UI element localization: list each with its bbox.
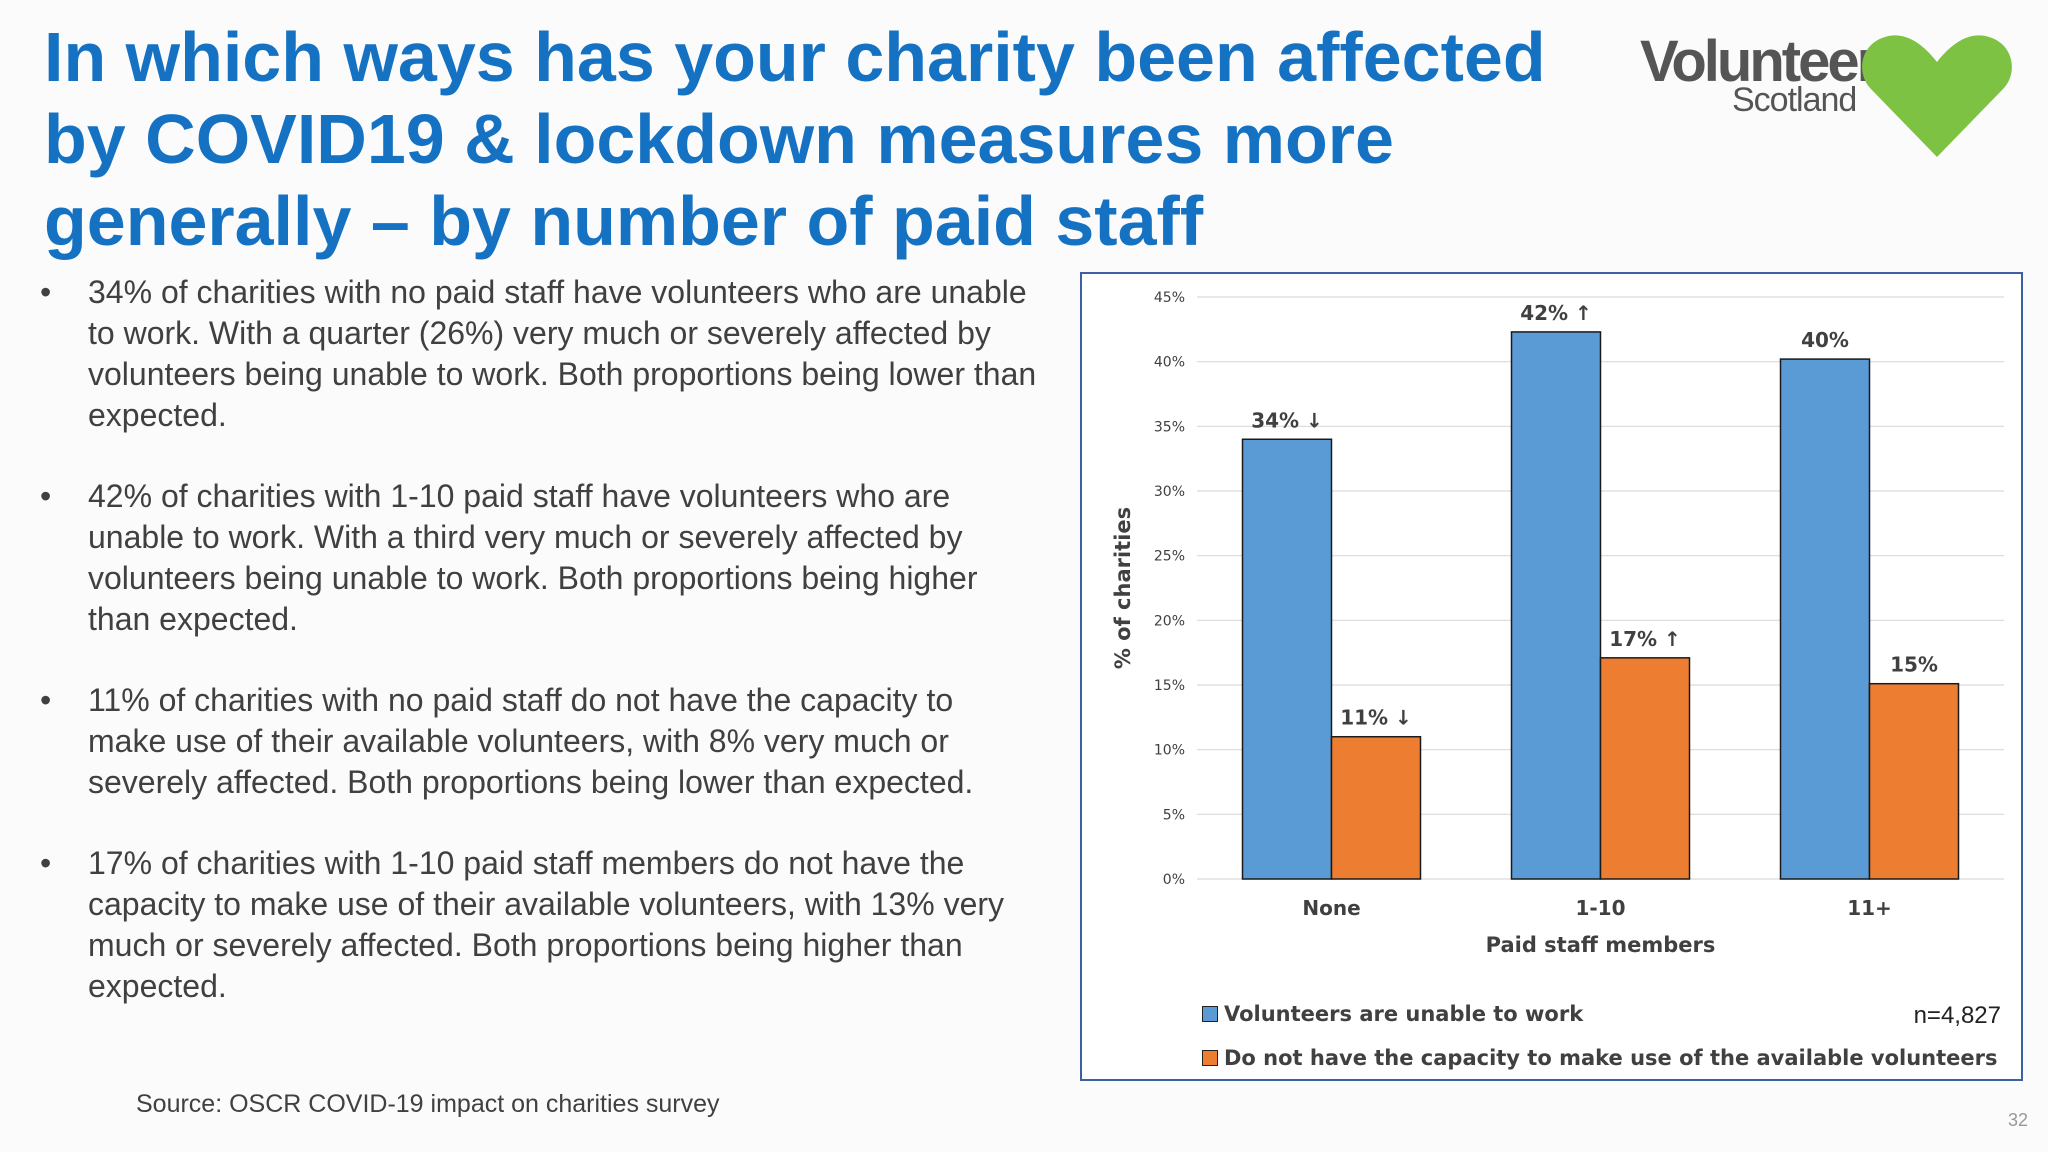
y-axis-label: % of charities [1111,507,1135,669]
y-tick-label: 0% [1163,872,1185,888]
y-tick-label: 10% [1154,743,1185,759]
bar-chart: 0% 5% 10% 15% 20% 25% 30% 35% 40% 45% % of chariti… [1080,272,2023,1081]
y-tick-label: 30% [1154,484,1185,500]
chart-canvas: 0% 5% 10% 15% 20% 25% 30% 35% 40% 45% % of chariti… [1111,290,2004,957]
data-label: 40% [1801,328,1849,352]
volunteer-scotland-logo: Volunteer Scotland [1640,30,2020,165]
slide-title: In which ways has your charity been affe… [44,18,1546,260]
bar-no-capacity [1599,657,1691,880]
x-tick-label: 1-10 [1575,896,1625,920]
data-label: 17% ↑ [1609,627,1681,651]
y-tick-label: 25% [1154,549,1185,565]
x-tick-label: 11+ [1847,896,1892,920]
logo-word-volunteer: Volunteer [1640,29,1879,94]
bullet-item: 17% of charities with 1-10 paid staff me… [40,843,1040,1007]
page-number: 32 [2007,1110,2028,1130]
y-tick-label: 5% [1163,807,1185,823]
bullet-item: 11% of charities with no paid staff do n… [40,680,1040,803]
legend-item-volunteers-unable: Volunteers are unable to work [1202,992,1998,1036]
bar-volunteers-unable [1510,331,1602,880]
y-tick-label: 40% [1154,355,1185,371]
y-tick-label: 45% [1154,290,1185,306]
chart-legend: Volunteers are unable to work Do not hav… [1202,992,1998,1080]
data-label: 15% [1890,653,1938,677]
source-note: Source: OSCR COVID-19 impact on charitie… [136,1090,720,1118]
bullet-item: 34% of charities with no paid staff have… [40,272,1040,436]
legend-swatch-orange [1202,1050,1218,1066]
x-axis-label: Paid staff members [1486,933,1716,957]
bullet-list: 34% of charities with no paid staff have… [40,272,1040,1047]
bar-volunteers-unable [1779,358,1871,880]
legend-label: Do not have the capacity to make use of … [1224,1046,1998,1070]
y-tick-label: 15% [1154,678,1185,694]
heart-icon [1862,35,2012,157]
bar-volunteers-unable [1241,438,1333,880]
legend-label: Volunteers are unable to work [1224,1002,1584,1026]
bar-no-capacity [1868,682,1960,880]
bullet-item: 42% of charities with 1-10 paid staff ha… [40,476,1040,640]
legend-swatch-blue [1202,1006,1218,1022]
x-tick-label: None [1302,896,1360,920]
y-tick-label: 20% [1154,613,1185,629]
data-label: 34% ↓ [1251,408,1323,432]
logo-word-scotland: Scotland [1732,81,1857,119]
legend-item-no-capacity: Do not have the capacity to make use of … [1202,1036,1998,1080]
data-label: 42% ↑ [1520,301,1592,325]
bar-no-capacity [1330,735,1422,880]
y-tick-label: 35% [1154,419,1185,435]
data-label: 11% ↓ [1340,706,1412,730]
sample-size-label: n=4,827 [1913,1002,2001,1029]
